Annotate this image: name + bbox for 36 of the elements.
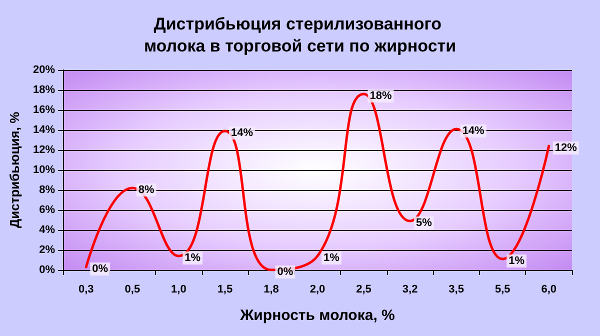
x-tick-label: 1,0 — [171, 284, 186, 296]
x-tick-label: 0,3 — [78, 284, 94, 296]
y-tick-label: 4% — [39, 224, 56, 236]
y-tick-label: 20% — [32, 64, 56, 76]
y-axis-title: Дистрибьюция, % — [7, 111, 22, 228]
data-label: 14% — [462, 125, 485, 137]
x-tick-label: 6,0 — [541, 284, 557, 296]
x-tick-label: 3,2 — [402, 284, 418, 296]
y-tick-label: 10% — [32, 164, 56, 176]
x-tick-label: 1,5 — [217, 284, 233, 296]
chart-title: Дистрибьюция стерилизованного молока в торговой сети по жирности — [144, 14, 456, 56]
data-label: 12% — [554, 142, 578, 154]
y-tick-label: 0% — [39, 264, 56, 276]
data-label: 1% — [184, 252, 201, 264]
data-label: 1% — [324, 252, 340, 264]
y-tick-label: 18% — [32, 84, 56, 96]
x-tick-label: 2,5 — [356, 284, 372, 296]
data-label: 18% — [370, 90, 392, 102]
x-tick-label: 5,5 — [494, 284, 510, 296]
y-tick-label: 16% — [32, 104, 56, 116]
data-label: 0% — [92, 263, 108, 275]
data-label: 0% — [277, 266, 294, 278]
data-label: 5% — [416, 217, 432, 229]
y-tick-label: 12% — [32, 144, 56, 156]
x-tick-label: 2,0 — [310, 284, 326, 296]
y-tick-label: 8% — [39, 184, 56, 196]
y-tick-label: 6% — [39, 204, 56, 216]
x-tick-label: 3,5 — [448, 284, 464, 296]
x-tick-label: 0,5 — [124, 284, 140, 296]
data-label: 8% — [138, 184, 155, 196]
x-tick-label: 1,8 — [264, 284, 279, 296]
data-label: 14% — [230, 127, 254, 139]
x-axis-title: Жирность молока, % — [239, 307, 395, 324]
y-tick-label: 2% — [39, 244, 56, 256]
data-label: 1% — [508, 255, 525, 267]
y-tick-label: 14% — [32, 124, 56, 136]
